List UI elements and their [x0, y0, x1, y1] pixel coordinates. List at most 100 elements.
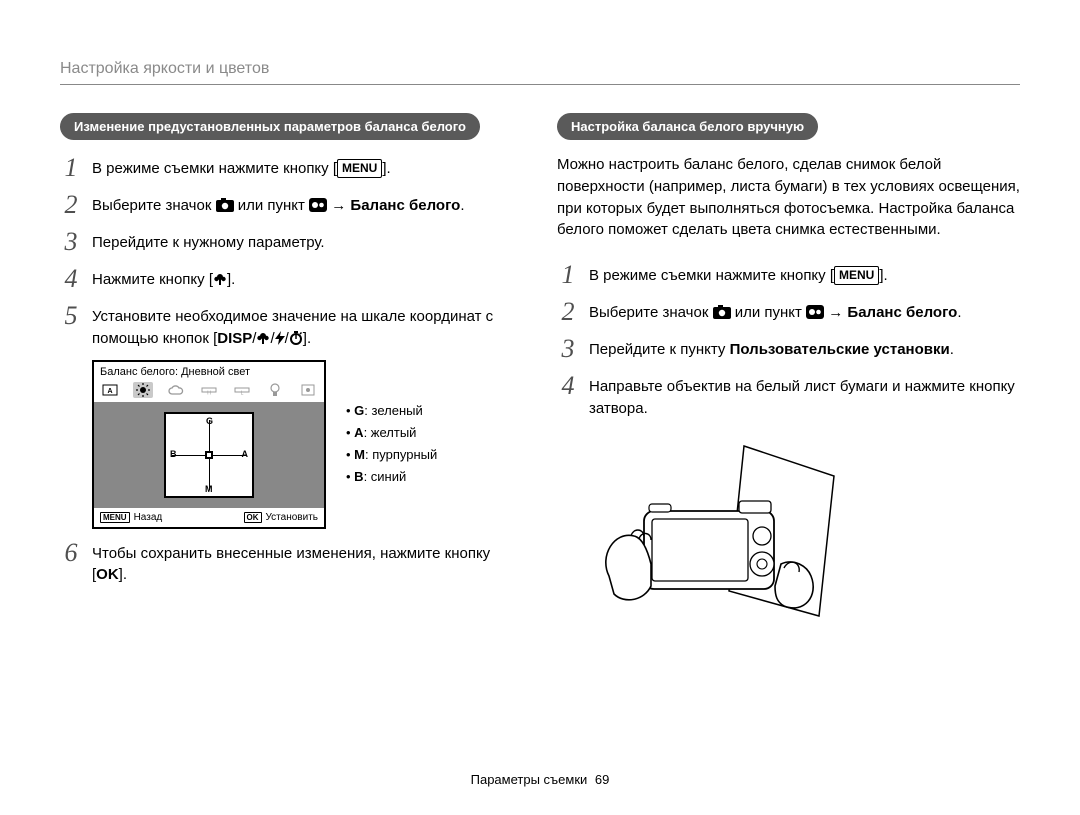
arrow: →: [327, 197, 350, 214]
step-number: 2: [557, 298, 579, 325]
step-number: 3: [557, 335, 579, 362]
text: .: [460, 197, 464, 214]
wb-fluor-l-icon: L: [232, 382, 252, 398]
text: ].: [119, 566, 127, 583]
text: Выберите значок: [92, 197, 216, 214]
menu-button-label: MENU: [834, 266, 879, 285]
text: В режиме съемки нажмите кнопку [: [589, 267, 834, 284]
timer-icon: [289, 331, 303, 345]
color-legend: G: зеленый A: желтый M: пурпурный B: син…: [346, 400, 437, 488]
camera-screen-mock: Баланс белого: Дневной свет A H L: [92, 360, 326, 529]
text-bold: Пользовательские установки: [730, 341, 950, 358]
disp-label: DISP: [217, 330, 252, 347]
flower-icon: [256, 331, 270, 345]
menu-minibox: MENU: [100, 512, 130, 523]
legend-m: M: пурпурный: [346, 444, 437, 466]
text: ].: [227, 271, 235, 288]
menu-button-label: MENU: [337, 159, 382, 178]
left-column: Изменение предустановленных параметров б…: [60, 113, 523, 641]
right-column: Настройка баланса белого вручную Можно н…: [557, 113, 1020, 641]
wb-cloudy-icon: [166, 382, 186, 398]
section-pill-right: Настройка баланса белого вручную: [557, 113, 818, 140]
text: Чтобы сохранить внесенные изменения, наж…: [92, 545, 490, 584]
axis-m: M: [205, 484, 213, 494]
wb-grid: G M B A: [164, 412, 254, 498]
axis-a: A: [242, 449, 249, 459]
wb-tungsten-icon: [265, 382, 285, 398]
step-number: 4: [557, 372, 579, 399]
step-number: 2: [60, 191, 82, 218]
text-bold: Баланс белого: [847, 304, 957, 321]
screen-footer: MENU Назад OK Установить: [94, 508, 324, 527]
set-label: Установить: [266, 512, 319, 523]
text-bold: Баланс белого: [350, 197, 460, 214]
step-body: Выберите значок или пункт → Баланс белог…: [92, 191, 523, 217]
legend-g: G: зеленый: [346, 400, 437, 422]
svg-text:L: L: [241, 390, 244, 395]
step-body: В режиме съемки нажмите кнопку [MENU].: [92, 154, 523, 180]
camera-paper-illustration: [589, 436, 1020, 641]
svg-text:A: A: [107, 388, 112, 395]
axis-b: B: [170, 449, 177, 459]
wb-fluor-h-icon: H: [199, 382, 219, 398]
text: Выберите значок: [589, 304, 713, 321]
page-header: Настройка яркости и цветов: [60, 60, 1020, 78]
ok-label: OK: [96, 566, 119, 583]
step-number: 1: [60, 154, 82, 181]
screen-and-legend: Баланс белого: Дневной свет A H L: [92, 360, 523, 529]
wb-cursor: [205, 451, 213, 459]
step-number: 1: [557, 261, 579, 288]
text: ].: [879, 267, 887, 284]
step-number: 5: [60, 302, 82, 329]
text: Перейдите к пункту: [589, 341, 730, 358]
intro-text: Можно настроить баланс белого, сделав сн…: [557, 154, 1020, 241]
step-body: Выберите значок или пункт → Баланс белог…: [589, 298, 1020, 324]
left-steps: 1 В режиме съемки нажмите кнопку [MENU].…: [60, 154, 523, 350]
video-icon: [806, 305, 824, 319]
flower-icon: [213, 272, 227, 286]
text: Нажмите кнопку [: [92, 271, 213, 288]
axis-g: G: [206, 416, 213, 426]
screen-back: MENU Назад: [100, 512, 162, 523]
camera-icon: [713, 305, 731, 319]
step-body: Направьте объектив на белый лист бумаги …: [589, 372, 1020, 420]
flash-icon: [275, 331, 285, 345]
section-pill-left: Изменение предустановленных параметров б…: [60, 113, 480, 140]
text: .: [950, 341, 954, 358]
header-rule: [60, 84, 1020, 85]
step-body: В режиме съемки нажмите кнопку [MENU].: [589, 261, 1020, 287]
step-body: Чтобы сохранить внесенные изменения, наж…: [92, 539, 523, 587]
svg-text:H: H: [207, 390, 211, 395]
left-steps-cont: 6 Чтобы сохранить внесенные изменения, н…: [60, 539, 523, 587]
wb-icon-row: A H L: [94, 382, 324, 402]
wb-grid-area: G M B A: [94, 402, 324, 508]
back-label: Назад: [134, 512, 163, 523]
step-body: Перейдите к нужному параметру.: [92, 228, 523, 254]
ok-minibox: OK: [244, 512, 262, 523]
arrow: →: [824, 304, 847, 321]
step-body: Установите необходимое значение на шкале…: [92, 302, 523, 350]
text: или пункт: [731, 304, 807, 321]
screen-title: Баланс белого: Дневной свет: [94, 362, 324, 382]
text: В режиме съемки нажмите кнопку [: [92, 160, 337, 177]
step-number: 3: [60, 228, 82, 255]
step-number: 6: [60, 539, 82, 566]
text: ].: [382, 160, 390, 177]
wb-auto-icon: A: [100, 382, 120, 398]
video-icon: [309, 198, 327, 212]
right-steps: 1 В режиме съемки нажмите кнопку [MENU].…: [557, 261, 1020, 420]
step-body: Перейдите к пункту Пользовательские уста…: [589, 335, 1020, 361]
text: или пункт: [234, 197, 310, 214]
screen-set: OK Установить: [244, 512, 319, 523]
wb-daylight-icon: [133, 382, 153, 398]
camera-icon: [216, 198, 234, 212]
step-body: Нажмите кнопку [].: [92, 265, 523, 291]
footer-section: Параметры съемки: [471, 772, 588, 787]
wb-custom-icon: [298, 382, 318, 398]
text: ].: [303, 330, 311, 347]
step-number: 4: [60, 265, 82, 292]
footer-page-number: 69: [595, 772, 609, 787]
text: .: [957, 304, 961, 321]
page-footer: Параметры съемки 69: [0, 772, 1080, 787]
legend-a: A: желтый: [346, 422, 437, 444]
